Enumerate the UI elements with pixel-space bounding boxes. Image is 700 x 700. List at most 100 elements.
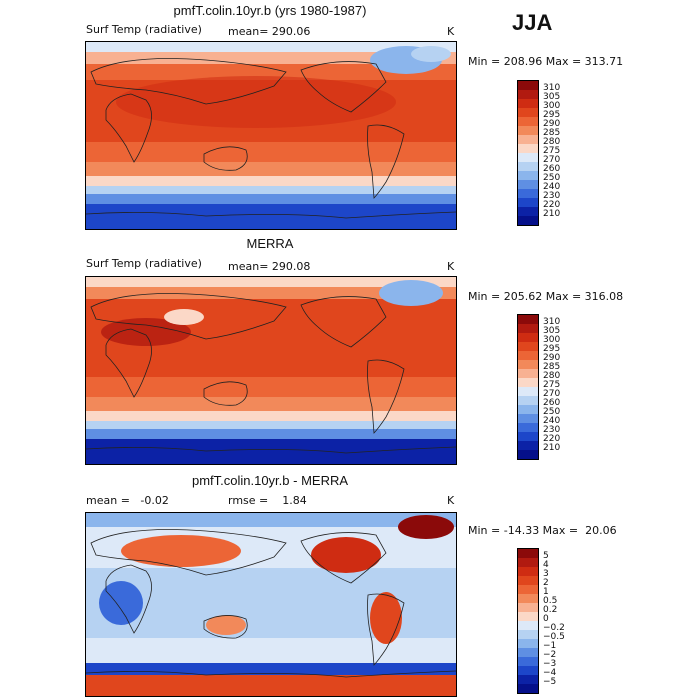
colorbar-tick-label: 210 (543, 209, 561, 219)
colorbar-tick-label: 3 (543, 569, 549, 579)
colorbar-swatch (518, 108, 538, 117)
field-band (86, 397, 456, 411)
colorbar-tick-label: 300 (543, 101, 561, 111)
panel-1-colorbar (517, 80, 539, 226)
field-band (86, 64, 456, 80)
colorbar-tick-label: 230 (543, 425, 561, 435)
colorbar-swatch (518, 585, 538, 594)
panel-2-unit-label: K (447, 260, 455, 273)
colorbar-tick-label: 220 (543, 434, 561, 444)
colorbar-swatch (518, 639, 538, 648)
colorbar-swatch (518, 81, 538, 90)
colorbar-swatch (518, 432, 538, 441)
colorbar-tick-label: −1 (543, 641, 557, 651)
field-band (86, 194, 456, 204)
colorbar-swatch (518, 396, 538, 405)
field-band (86, 663, 456, 675)
colorbar-swatch (518, 189, 538, 198)
panel-2-mean-label: mean= 290.08 (228, 260, 311, 273)
panel-2-variable-label: Surf Temp (radiative) (86, 257, 202, 270)
colorbar-swatch (518, 657, 538, 666)
colorbar-tick-label: 4 (543, 560, 549, 570)
field-band (86, 142, 456, 162)
colorbar-swatch (518, 612, 538, 621)
colorbar-tick-label: 270 (543, 389, 561, 399)
colorbar-swatch (518, 198, 538, 207)
tibet-cool-patch (164, 309, 204, 325)
panel-2-map-svg (86, 277, 456, 464)
colorbar-tick-label: 210 (543, 443, 561, 453)
colorbar-tick-label: 295 (543, 344, 561, 354)
colorbar-tick-label: 310 (543, 83, 561, 93)
panel-1-map-svg (86, 42, 456, 229)
panel-2-coastlines (86, 293, 456, 454)
coast-antarctica (86, 211, 456, 219)
colorbar-tick-label: 5 (543, 551, 549, 561)
colorbar-tick-label: 240 (543, 416, 561, 426)
colorbar-swatch (518, 594, 538, 603)
colorbar-swatch (518, 558, 538, 567)
colorbar-swatch (518, 144, 538, 153)
colorbar-tick-label: −0.5 (543, 632, 565, 642)
colorbar-swatch (518, 162, 538, 171)
coast-africa (105, 564, 152, 634)
colorbar-tick-label: 280 (543, 137, 561, 147)
colorbar-swatch (518, 171, 538, 180)
colorbar-tick-label: 295 (543, 110, 561, 120)
colorbar-tick-label: 285 (543, 362, 561, 372)
colorbar-swatch (518, 216, 538, 225)
panel-3-title: pmfT.colin.10yr.b - MERRA (191, 473, 349, 488)
coast-australia (203, 146, 248, 171)
panel-3-colorbar-labels: 5 4 3 2 1 0.5 0.2 0 −0.2 −0.5 −1 −2 −3 −4 −5 (543, 552, 565, 687)
colorbar-swatch (518, 423, 538, 432)
coast-south-america (367, 593, 405, 666)
field-band (86, 675, 456, 696)
colorbar-tick-label: −5 (543, 677, 557, 687)
south-america-warm-bias (370, 592, 402, 644)
field-band (86, 277, 456, 287)
colorbar-swatch (518, 378, 538, 387)
coast-north-america (300, 296, 387, 348)
coast-north-america (300, 61, 387, 113)
field-band (86, 186, 456, 194)
colorbar-swatch (518, 99, 538, 108)
coast-africa (105, 93, 152, 163)
panel-1-mean-label: mean= 290.06 (228, 25, 311, 38)
colorbar-tick-label: 310 (543, 317, 561, 327)
greenland-warm-bias (398, 515, 454, 539)
coast-australia (203, 615, 248, 639)
field-band (86, 42, 456, 52)
colorbar-swatch (518, 324, 538, 333)
colorbar-swatch (518, 351, 538, 360)
field-band (86, 162, 456, 176)
panel-2-minmax-label: Min = 205.62 Max = 316.08 (468, 290, 624, 303)
colorbar-tick-label: 305 (543, 92, 561, 102)
colorbar-tick-label: 270 (543, 155, 561, 165)
colorbar-tick-label: −3 (543, 659, 557, 669)
panel-1-minmax-label: Min = 208.96 Max = 313.71 (468, 55, 624, 68)
colorbar-swatch (518, 549, 538, 558)
season-label: JJA (512, 10, 553, 35)
colorbar-tick-label: −4 (543, 668, 557, 678)
panel-3-map-svg (86, 513, 456, 696)
coast-eurasia (90, 58, 287, 105)
colorbar-tick-label: 285 (543, 128, 561, 138)
greenland-cold-patch (379, 280, 443, 306)
panel-1-variable-label: Surf Temp (radiative) (86, 23, 202, 36)
panel-3-map (85, 512, 457, 697)
panel-3-difference-field (86, 513, 456, 696)
coast-antarctica (86, 670, 456, 678)
colorbar-swatch (518, 369, 538, 378)
colorbar-tick-label: 290 (543, 119, 561, 129)
field-band (86, 411, 456, 421)
sahara-hot-patch (101, 318, 191, 346)
colorbar-swatch (518, 684, 538, 693)
colorbar-tick-label: 0 (543, 614, 549, 624)
field-band (86, 287, 456, 299)
colorbar-swatch (518, 405, 538, 414)
colorbar-swatch (518, 621, 538, 630)
colorbar-swatch (518, 630, 538, 639)
colorbar-tick-label: 0.2 (543, 605, 558, 615)
colorbar-tick-label: 260 (543, 164, 561, 174)
colorbar-tick-label: 305 (543, 326, 561, 336)
